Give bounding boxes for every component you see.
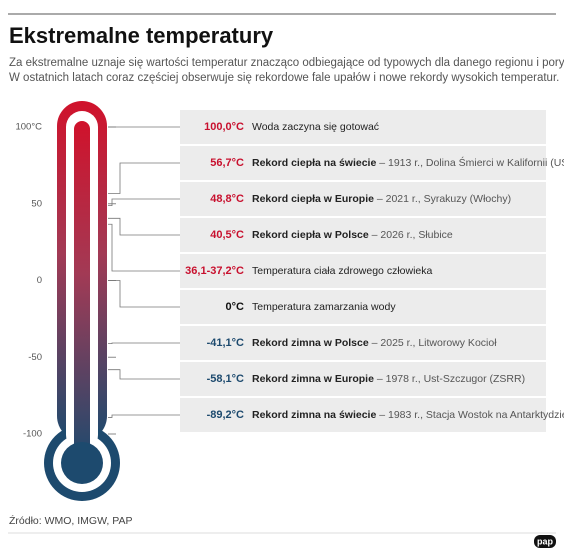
row-label: Rekord ciepła w Polsce – 2026 r., Słubic… [252,229,453,241]
thermometer-column-bulb [61,442,103,484]
row-label: Rekord zimna na świecie – 1983 r., Stacj… [252,409,564,421]
leader-line [108,414,180,418]
y-tick-label: 0 [37,275,42,286]
row-label: Rekord ciepła w Europie – 2021 r., Syrak… [252,193,511,205]
row-label-bold: Rekord zimna w Europie [252,373,374,385]
row-background [180,182,546,216]
row-label: Rekord zimna w Europie – 1978 r., Ust-Sz… [252,373,525,385]
chart-title: Ekstremalne temperatury [9,23,274,48]
value-label: 48,8°C [210,193,244,205]
row-label-text: – 1978 r., Ust-Szczugor (ZSRR) [374,373,525,385]
row-label-text: Temperatura zamarzania wody [252,301,396,313]
subtitle: Za ekstremalne uznaje się wartości tempe… [9,57,564,69]
row-background [180,326,546,360]
value-label: 0°C [226,301,245,313]
y-tick-label: 50 [31,198,42,209]
source: Źródło: WMO, IMGW, PAP [9,514,132,527]
row-label: Rekord ciepła na świecie – 1913 r., Doli… [252,156,564,169]
row-background [180,218,546,252]
leader-line [108,223,180,272]
row-background [180,362,546,396]
value-label: 36,1-37,2°C [185,265,244,277]
row-label-text: – 2026 r., Słubice [369,229,453,241]
row-label-text: Woda zaczyna się gotować [252,121,379,133]
row-label-bold: Rekord zimna w Polsce [252,337,369,349]
row-label: Temperatura zamarzania wody [252,301,396,313]
leader-line [108,162,180,194]
row-label-bold: Rekord ciepła w Europie [252,193,374,205]
row-background [180,290,546,324]
leader-line [108,342,180,344]
row-background [180,146,546,180]
row-label-bold: Rekord ciepła na świecie [252,157,376,169]
value-label: -41,1°C [207,337,244,349]
value-label: 40,5°C [210,229,244,241]
row-label-text: – 1983 r., Stacja Wostok na Antarktydzie [376,409,564,421]
row-label-text: – 1913 r., Dolina Śmierci w Kalifornii (… [376,156,564,169]
row-label: Rekord zimna w Polsce – 2025 r., Litworo… [252,337,497,349]
value-label: -58,1°C [207,373,244,385]
row-label: Temperatura ciała zdrowego człowieka [252,265,432,277]
logo: pap [537,536,554,546]
value-label: 56,7°C [210,157,244,169]
row-label: Woda zaczyna się gotować [252,121,379,133]
row-background [180,398,546,432]
y-tick-label: -50 [28,352,42,363]
y-tick-label: 100°C [15,122,42,133]
row-label-text: – 2025 r., Litworowy Kocioł [369,337,497,349]
row-background [180,110,546,144]
leader-line [108,198,180,206]
thermometer-column [74,121,90,461]
row-label-bold: Rekord ciepła w Polsce [252,229,369,241]
leader-line [108,217,180,236]
subtitle: W ostatnich latach coraz częściej obserw… [9,72,559,84]
row-label-text: – 2021 r., Syrakuzy (Włochy) [374,193,511,205]
leader-line [108,280,180,308]
logo-badge [534,535,556,548]
row-label-bold: Rekord zimna na świecie [252,409,376,421]
value-label: 100,0°C [204,121,244,133]
row-background [180,254,546,288]
y-tick-label: -100 [23,429,42,440]
row-label-text: Temperatura ciała zdrowego człowieka [252,265,432,277]
leader-line [108,369,180,380]
value-label: -89,2°C [207,409,244,421]
